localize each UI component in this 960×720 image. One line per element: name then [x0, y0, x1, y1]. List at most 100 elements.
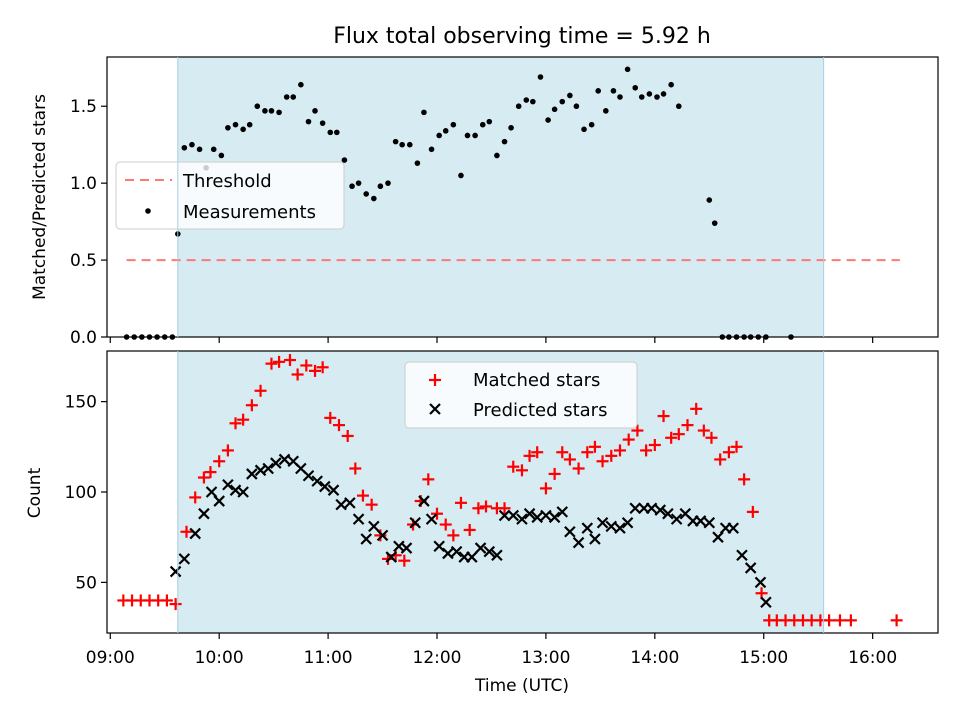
measurement-point: [668, 81, 674, 88]
matched-star-point: [690, 402, 703, 415]
legend-matched-swatch: [429, 374, 441, 386]
y-tick-label: 50: [75, 573, 97, 593]
measurement-point: [559, 98, 566, 105]
predicted-star-point: [760, 596, 772, 609]
predicted-star-point: [531, 511, 543, 524]
predicted-star-point: [516, 513, 528, 525]
predicted-star-point: [670, 513, 683, 525]
top-legend: Threshold Measurements: [115, 161, 345, 230]
matched-star-point: [237, 413, 250, 426]
measurement-point: [436, 132, 442, 139]
measurement-point: [421, 109, 427, 116]
measurement-point: [298, 81, 304, 88]
matched-star-point: [605, 449, 618, 462]
matched-star-point: [531, 446, 544, 459]
matched-star-point: [844, 614, 857, 627]
predicted-star-point: [491, 549, 503, 562]
predicted-star-point: [498, 509, 511, 522]
measurement-point: [508, 124, 514, 131]
x-tick-label: 11:00: [304, 648, 353, 668]
matched-star-point: [265, 357, 278, 370]
matched-star-point: [169, 598, 182, 611]
measurement-point: [486, 118, 493, 125]
predicted-star-point: [614, 522, 626, 534]
measurement-point: [545, 117, 551, 123]
measurement-point: [283, 94, 290, 100]
matched-star-point: [572, 462, 585, 475]
measurement-point: [254, 103, 261, 110]
measurement-point: [588, 121, 595, 128]
x-tick-label: 14:00: [630, 648, 679, 668]
measurement-point: [450, 121, 457, 128]
predicted-star-point: [262, 462, 274, 475]
matched-star-point: [833, 614, 846, 627]
predicted-star-point: [596, 516, 609, 529]
measurement-point: [711, 220, 718, 226]
matched-star-point: [672, 428, 685, 441]
measurement-point: [646, 91, 653, 97]
measurement-point: [458, 172, 464, 179]
measurement-point: [581, 126, 587, 133]
measurement-point: [276, 109, 282, 116]
chart-title: Flux total observing time = 5.92 h: [333, 24, 711, 49]
predicted-star-point: [581, 522, 594, 534]
measurement-point: [268, 108, 275, 114]
matched-star-point: [283, 354, 296, 367]
predicted-star-point: [605, 520, 618, 533]
legend-matched-label: Matched stars: [473, 370, 600, 391]
x-tick-label: 09:00: [86, 648, 135, 668]
measurement-point: [537, 74, 544, 80]
measurement-point: [472, 132, 478, 139]
matched-star-point: [221, 444, 234, 457]
measurement-point: [319, 120, 326, 126]
measurement-point: [414, 160, 421, 166]
matched-star-point: [204, 466, 217, 479]
matched-star-point: [374, 529, 387, 542]
predicted-star-point: [621, 516, 634, 529]
matched-star-point: [422, 473, 435, 486]
matched-star-point: [581, 446, 594, 459]
predicted-star-point: [270, 457, 282, 469]
matched-star-point: [640, 444, 653, 457]
matched-star-point: [890, 614, 903, 627]
matched-star-point: [365, 498, 378, 511]
matched-star-point: [316, 361, 329, 374]
predicted-star-point: [754, 576, 767, 589]
matched-star-point: [548, 467, 561, 480]
measurement-point: [385, 180, 391, 186]
matched-star-point: [291, 368, 304, 381]
matched-star-point: [454, 496, 467, 509]
measurement-point: [654, 94, 660, 100]
matched-star-point: [197, 471, 210, 484]
matched-star-point: [309, 364, 322, 377]
y-tick-label: 150: [65, 393, 97, 413]
legend-measurements-swatch: [145, 208, 151, 214]
bottom-y-axis-label: Count: [25, 467, 45, 518]
matched-star-point: [515, 464, 528, 477]
matched-star-point: [730, 440, 743, 453]
y-tick-label: 0.0: [70, 328, 97, 348]
matched-star-point: [398, 554, 411, 567]
predicted-stars-points: [169, 453, 772, 609]
matched-star-point: [324, 411, 337, 424]
matched-star-point: [300, 359, 313, 372]
predicted-star-point: [507, 509, 520, 522]
matched-star-point: [681, 419, 694, 432]
measurement-point: [262, 108, 268, 114]
predicted-star-point: [483, 545, 496, 558]
measurement-point: [530, 98, 536, 105]
measurement-point: [638, 94, 645, 100]
measurement-point: [624, 66, 631, 73]
legend-predicted-swatch: [429, 403, 441, 415]
matched-star-point: [480, 500, 493, 513]
measurement-point: [181, 144, 188, 151]
matched-star-point: [622, 433, 635, 446]
legend-threshold-label: Threshold: [182, 171, 272, 192]
predicted-star-point: [352, 513, 365, 525]
y-tick-label: 1.0: [70, 174, 97, 194]
y-tick-label: 1.5: [70, 97, 97, 117]
predicted-star-point: [572, 536, 585, 549]
predicted-star-point: [474, 542, 487, 554]
matched-star-point: [463, 523, 476, 536]
predicted-star-point: [548, 511, 561, 524]
